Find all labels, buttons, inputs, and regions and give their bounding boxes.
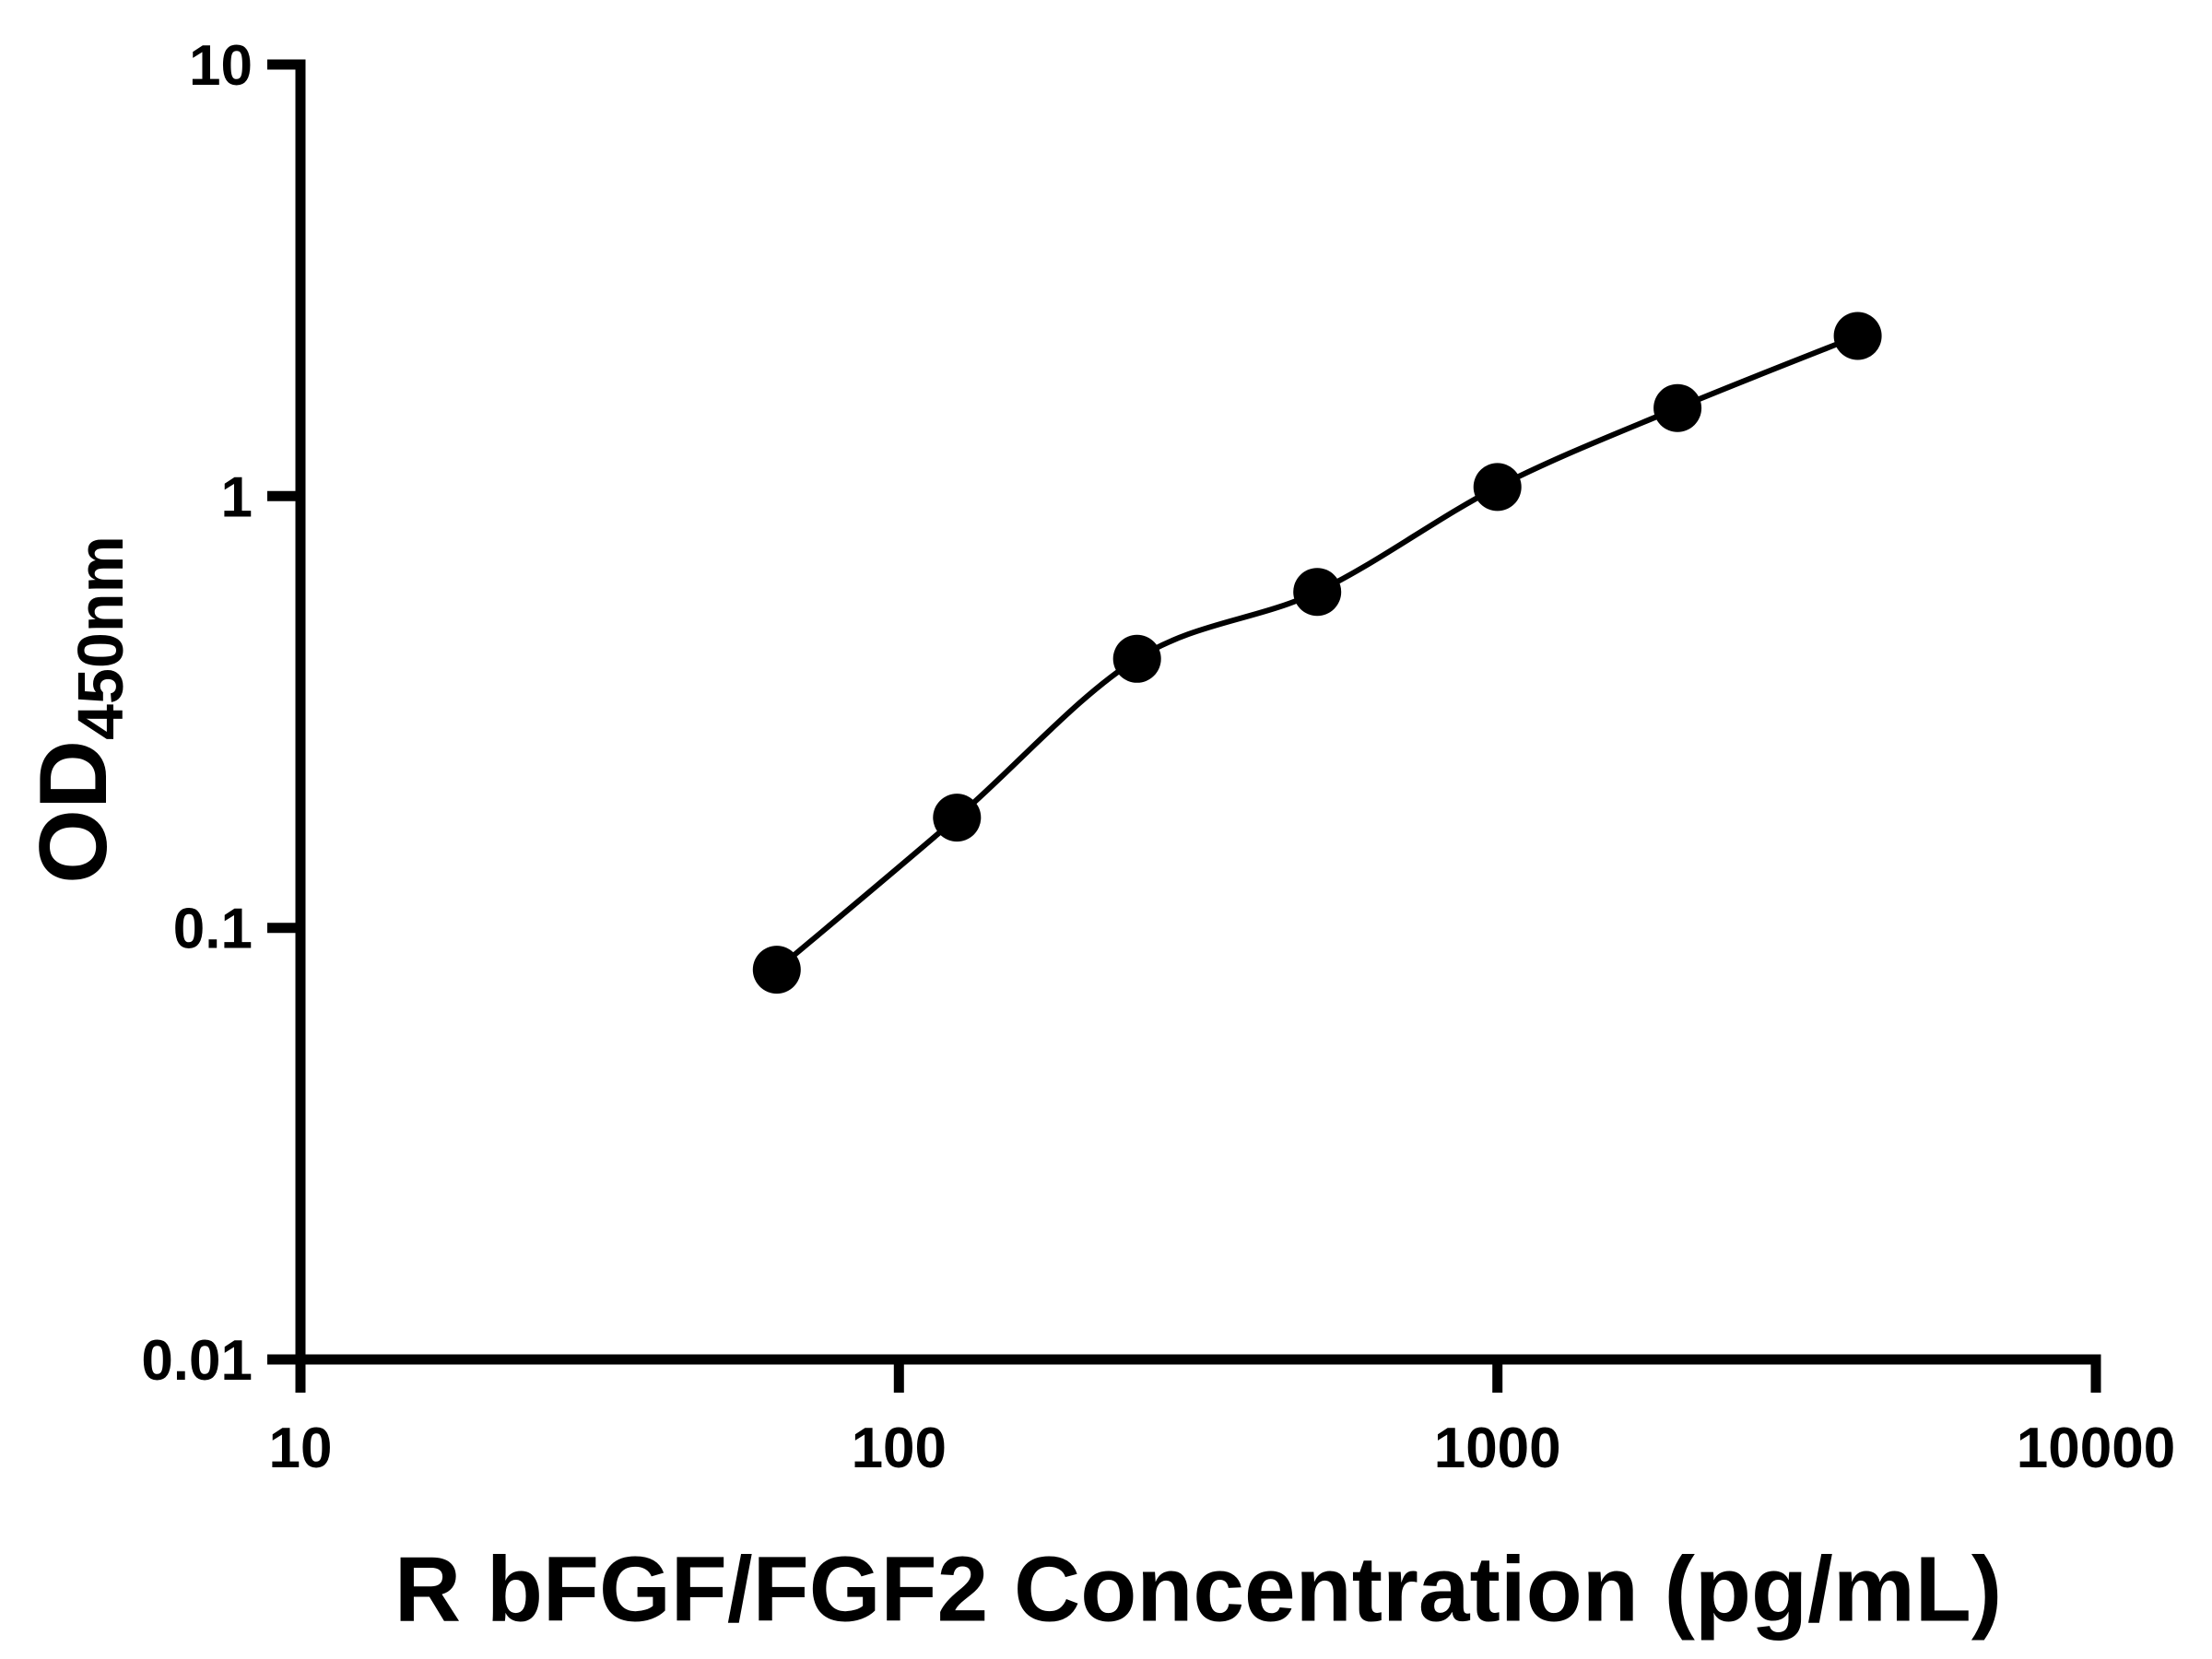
data-point-marker <box>1833 312 1882 360</box>
fit-curve <box>773 333 1861 973</box>
y-tick-label: 10 <box>189 34 253 98</box>
x-tick-label: 100 <box>852 1417 947 1480</box>
x-tick-label: 10 <box>269 1417 333 1480</box>
data-point-marker <box>752 946 801 994</box>
data-point-marker <box>1473 463 1522 512</box>
y-tick-label: 1 <box>221 465 253 529</box>
x-axis-title: R bFGF/FGF2 Concentration (pg/mL) <box>394 1537 2003 1641</box>
x-tick-label: 1000 <box>1434 1417 1561 1480</box>
y-axis-title-main: OD <box>20 739 127 884</box>
axis-spine <box>295 59 2101 1365</box>
y-tick-label: 0.1 <box>173 898 253 961</box>
x-tick-label: 10000 <box>2017 1417 2175 1480</box>
y-tick-label: 0.01 <box>141 1329 253 1393</box>
data-point-marker <box>933 794 982 842</box>
y-axis-title: OD450nm <box>19 535 137 884</box>
y-axis-title-subscript: 450nm <box>65 535 136 740</box>
data-point-marker <box>1293 568 1342 617</box>
data-point-marker <box>1112 634 1161 683</box>
data-point-marker <box>1653 383 1702 432</box>
